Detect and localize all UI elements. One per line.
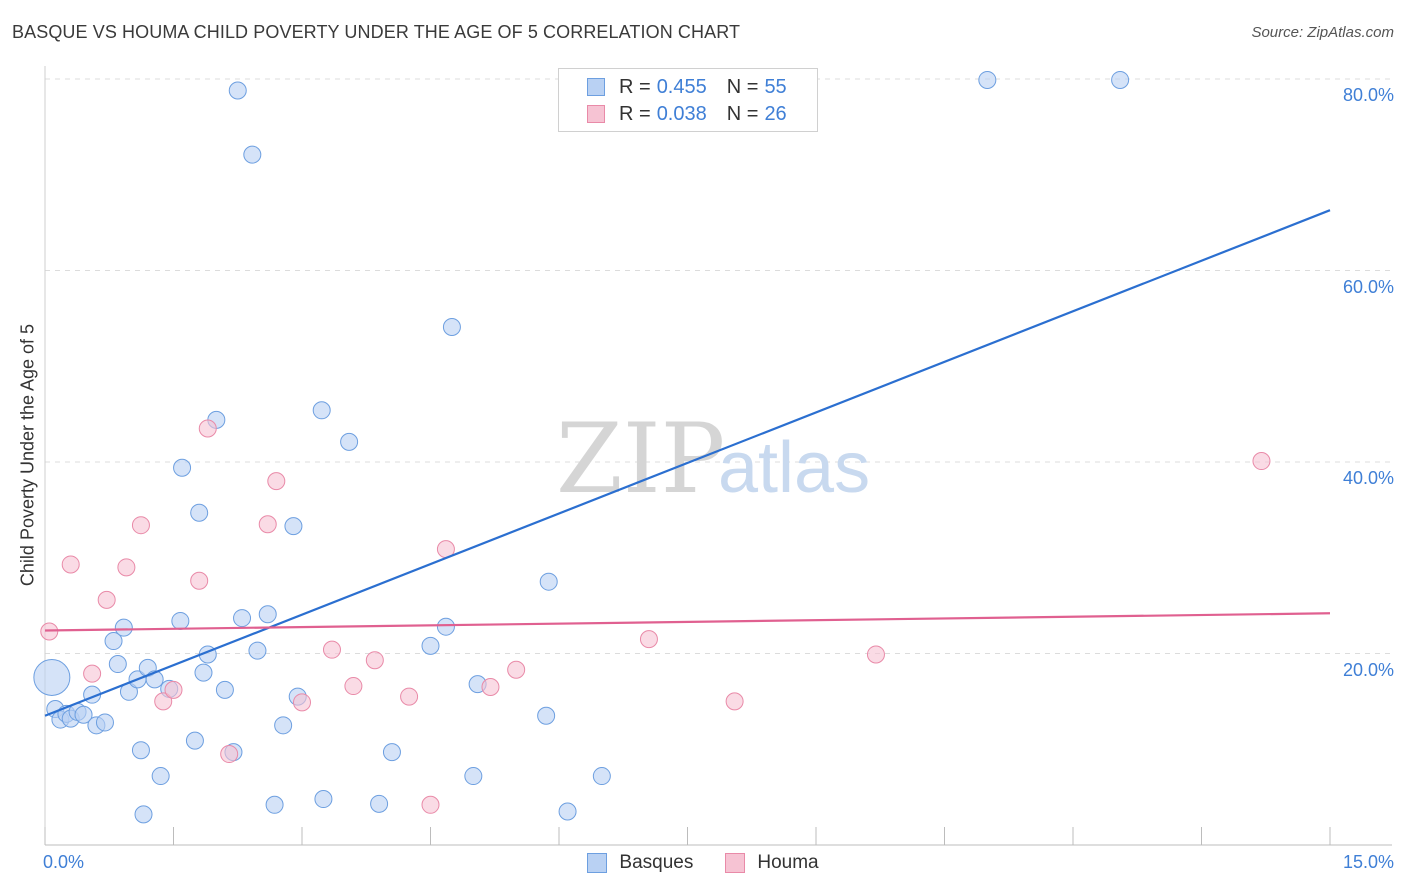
data-point-houma bbox=[190, 571, 209, 590]
data-point-basques bbox=[539, 572, 558, 591]
data-point-houma bbox=[1252, 452, 1271, 471]
y-tick-label: 80.0% bbox=[1342, 85, 1394, 105]
y-axis-label: Child Poverty Under the Age of 5 bbox=[17, 323, 38, 587]
data-point-basques bbox=[442, 317, 461, 336]
data-point-basques bbox=[382, 743, 401, 762]
data-point-basques bbox=[173, 458, 192, 477]
legend-swatch-houma bbox=[587, 105, 605, 123]
data-point-basques bbox=[978, 70, 997, 89]
data-point-basques bbox=[258, 605, 277, 624]
data-point-houma bbox=[481, 678, 500, 697]
legend-n-label: N = bbox=[726, 102, 759, 125]
data-point-basques bbox=[284, 517, 303, 536]
data-point-houma bbox=[61, 555, 80, 574]
data-point-houma bbox=[725, 692, 744, 711]
data-point-basques bbox=[421, 636, 440, 655]
watermark-atlas: atlas bbox=[718, 428, 870, 508]
legend-n-value: 26 bbox=[764, 102, 787, 125]
data-point-basques bbox=[436, 617, 455, 636]
y-tick-label: 40.0% bbox=[1342, 468, 1394, 488]
legend-label-houma: Houma bbox=[757, 852, 819, 873]
legend-r-label: R = bbox=[619, 102, 651, 125]
data-point-houma bbox=[267, 472, 286, 491]
data-point-basques bbox=[194, 663, 213, 682]
data-point-basques bbox=[134, 805, 153, 824]
data-point-basques bbox=[340, 432, 359, 451]
data-point-basques bbox=[185, 731, 204, 750]
series-basques-points bbox=[33, 70, 1130, 824]
x-tick-label-max: 15.0% bbox=[1342, 852, 1394, 872]
y-tick-label: 20.0% bbox=[1342, 659, 1394, 680]
series-legend: Basques Houma bbox=[0, 852, 1406, 874]
gridlines bbox=[45, 78, 1392, 654]
data-point-basques bbox=[537, 706, 556, 725]
data-point-houma bbox=[97, 590, 116, 609]
legend-item-houma: Houma bbox=[725, 852, 819, 874]
data-point-basques bbox=[114, 618, 133, 637]
data-point-houma bbox=[83, 664, 102, 683]
data-point-basques bbox=[233, 609, 252, 628]
data-point-houma bbox=[421, 795, 440, 814]
data-point-houma bbox=[164, 680, 183, 699]
data-point-basques bbox=[33, 658, 71, 696]
data-point-basques bbox=[592, 767, 611, 786]
legend-row-houma: R = 0.038 N = 26 bbox=[587, 102, 787, 126]
data-point-houma bbox=[198, 419, 217, 438]
data-point-houma bbox=[400, 687, 419, 706]
legend-n-label: N = bbox=[726, 75, 759, 98]
y-tick-label: 60.0% bbox=[1342, 276, 1394, 297]
legend-swatch-basques bbox=[587, 853, 608, 873]
data-point-houma bbox=[220, 745, 239, 764]
data-point-basques bbox=[1111, 70, 1130, 89]
data-point-basques bbox=[243, 145, 262, 164]
legend-label-basques: Basques bbox=[619, 852, 694, 873]
data-point-basques bbox=[131, 741, 150, 760]
data-point-basques bbox=[171, 611, 190, 630]
series-houma-points bbox=[40, 419, 1271, 814]
data-point-basques bbox=[108, 655, 127, 674]
data-point-houma bbox=[293, 693, 311, 712]
legend-n-value: 55 bbox=[764, 75, 787, 98]
data-point-basques bbox=[228, 81, 247, 100]
data-point-houma bbox=[131, 516, 150, 535]
data-point-basques bbox=[190, 503, 209, 522]
legend-swatch-houma bbox=[725, 853, 746, 873]
data-point-basques bbox=[74, 705, 93, 724]
chart-title: BASQUE VS HOUMA CHILD POVERTY UNDER THE … bbox=[12, 22, 741, 42]
data-point-houma bbox=[344, 677, 363, 696]
data-point-basques bbox=[464, 767, 483, 786]
data-point-basques bbox=[265, 795, 284, 814]
data-point-houma bbox=[154, 692, 173, 711]
correlation-legend: R = 0.455 N = 55 R = 0.038 N = 26 bbox=[558, 68, 818, 132]
source-label: Source: ZipAtlas.com bbox=[1251, 24, 1394, 41]
legend-item-basques: Basques bbox=[587, 852, 693, 874]
x-tick-label-min: 0.0% bbox=[43, 852, 85, 872]
data-point-basques bbox=[151, 767, 170, 786]
data-point-houma bbox=[507, 660, 526, 679]
legend-r-label: R = bbox=[619, 75, 651, 98]
data-point-basques bbox=[312, 401, 331, 420]
trend-line-basques bbox=[44, 209, 1331, 717]
data-point-basques bbox=[274, 716, 293, 735]
data-point-houma bbox=[322, 640, 341, 659]
legend-row-basques: R = 0.455 N = 55 bbox=[587, 75, 787, 99]
data-point-houma bbox=[365, 651, 384, 670]
data-point-basques bbox=[215, 680, 234, 699]
watermark: ZIP atlas bbox=[556, 403, 870, 515]
data-point-basques bbox=[370, 794, 389, 813]
legend-r-value: 0.455 bbox=[656, 75, 707, 98]
data-point-houma bbox=[866, 645, 885, 664]
data-point-basques bbox=[95, 713, 114, 732]
data-point-houma bbox=[258, 515, 277, 534]
data-point-basques bbox=[558, 802, 577, 821]
trend-line-houma bbox=[44, 612, 1331, 632]
data-point-houma bbox=[117, 558, 136, 577]
legend-r-value: 0.038 bbox=[656, 102, 707, 125]
data-point-houma bbox=[639, 630, 658, 649]
data-point-basques bbox=[248, 641, 267, 660]
legend-swatch-basques bbox=[587, 78, 605, 96]
data-point-basques bbox=[314, 790, 333, 809]
data-point-basques bbox=[104, 632, 123, 651]
